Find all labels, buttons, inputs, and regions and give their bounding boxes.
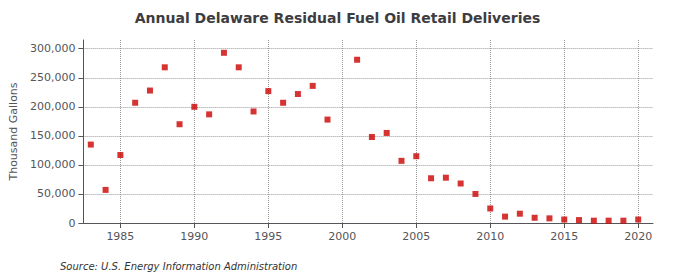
svg-text:2010: 2010 (476, 230, 504, 243)
svg-text:200,000: 200,000 (30, 100, 76, 113)
svg-text:2020: 2020 (624, 230, 652, 243)
svg-text:0: 0 (68, 217, 75, 230)
svg-text:1995: 1995 (254, 230, 282, 243)
svg-text:2000: 2000 (328, 230, 356, 243)
svg-text:2005: 2005 (402, 230, 430, 243)
svg-text:50,000: 50,000 (37, 187, 76, 200)
svg-text:1985: 1985 (106, 230, 134, 243)
svg-text:250,000: 250,000 (30, 71, 76, 84)
svg-text:Source: U.S. Energy Informatio: Source: U.S. Energy Information Administ… (60, 261, 297, 272)
svg-text:100,000: 100,000 (30, 158, 76, 171)
svg-text:Annual Delaware Residual Fuel: Annual Delaware Residual Fuel Oil Retail… (135, 10, 541, 26)
svg-text:150,000: 150,000 (30, 129, 76, 142)
svg-text:Thousand Gallons: Thousand Gallons (7, 82, 20, 181)
svg-text:1990: 1990 (180, 230, 208, 243)
svg-text:300,000: 300,000 (30, 42, 76, 55)
svg-text:2015: 2015 (550, 230, 578, 243)
